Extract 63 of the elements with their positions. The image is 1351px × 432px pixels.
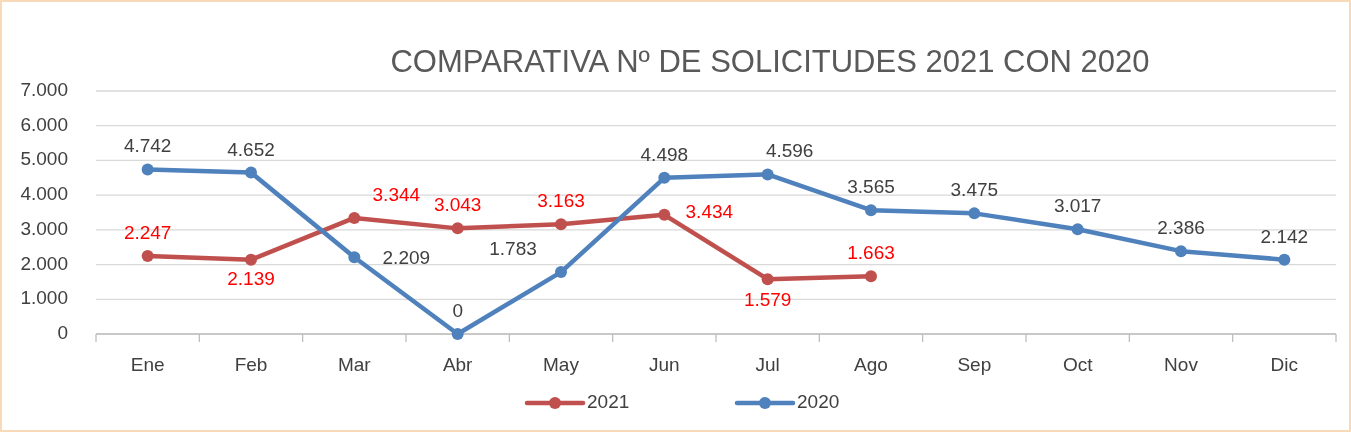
x-tick-label: Jun bbox=[649, 354, 680, 376]
point bbox=[348, 251, 361, 264]
y-tick-label: 2.000 bbox=[20, 252, 68, 274]
data-label: 2.209 bbox=[382, 247, 431, 269]
x-tick-label: Feb bbox=[234, 354, 268, 376]
point bbox=[1071, 223, 1084, 236]
point bbox=[555, 218, 567, 231]
data-label: 3.017 bbox=[1053, 195, 1102, 217]
point bbox=[658, 208, 671, 221]
data-label: 3.163 bbox=[537, 190, 585, 212]
point bbox=[555, 266, 567, 279]
x-tick-label: Oct bbox=[1062, 354, 1094, 376]
point bbox=[658, 171, 671, 184]
data-label: 3.475 bbox=[950, 179, 999, 201]
point bbox=[141, 250, 154, 262]
point bbox=[245, 166, 257, 179]
data-label: 4.596 bbox=[765, 140, 814, 162]
data-label: 2.139 bbox=[227, 267, 275, 289]
y-tick-label: 0 bbox=[57, 322, 68, 344]
data-label: 3.434 bbox=[685, 200, 734, 222]
point bbox=[1278, 253, 1291, 266]
data-label: 2.247 bbox=[123, 222, 172, 244]
x-tick-label: Jul bbox=[755, 354, 780, 376]
point bbox=[245, 253, 257, 266]
point bbox=[761, 168, 774, 181]
legend-label: 2021 bbox=[587, 391, 630, 413]
data-label: 1.783 bbox=[489, 238, 537, 260]
point bbox=[451, 222, 464, 235]
data-label: 0 bbox=[452, 300, 463, 322]
data-label: 4.652 bbox=[227, 138, 275, 160]
x-tick-label: Mar bbox=[337, 354, 372, 376]
x-tick-label: Ene bbox=[130, 354, 165, 376]
data-label: 2.386 bbox=[1157, 217, 1205, 239]
point bbox=[451, 328, 464, 340]
x-tick-label: Ago bbox=[854, 354, 888, 376]
x-tick-label: Abr bbox=[442, 354, 474, 376]
data-label: 3.043 bbox=[433, 194, 482, 216]
x-tick-label: May bbox=[543, 354, 580, 376]
y-tick-label: 5.000 bbox=[20, 148, 68, 170]
y-tick-label: 1.000 bbox=[20, 287, 68, 309]
data-label: 1.579 bbox=[743, 289, 792, 311]
x-tick-label: Nov bbox=[1164, 354, 1199, 376]
data-label: 4.498 bbox=[640, 143, 689, 165]
data-label: 3.344 bbox=[372, 183, 421, 205]
data-label: 2.142 bbox=[1260, 225, 1309, 247]
point bbox=[865, 270, 877, 283]
data-label: 4.742 bbox=[123, 135, 172, 157]
data-label: 3.565 bbox=[847, 176, 895, 198]
point bbox=[1175, 245, 1187, 258]
x-tick-label: Dic bbox=[1270, 354, 1299, 376]
data-label: 1.663 bbox=[847, 242, 895, 264]
legend-label: 2020 bbox=[797, 391, 840, 413]
chart-title: COMPARATIVA Nº DE SOLICITUDES 2021 CON 2020 bbox=[390, 44, 1150, 79]
y-tick-label: 7.000 bbox=[20, 79, 68, 101]
point bbox=[141, 163, 154, 176]
point bbox=[348, 211, 361, 224]
point bbox=[761, 273, 774, 286]
y-tick-label: 4.000 bbox=[20, 183, 68, 205]
point bbox=[968, 207, 981, 220]
y-tick-label: 3.000 bbox=[20, 217, 68, 239]
point bbox=[865, 204, 877, 217]
x-tick-label: Sep bbox=[957, 354, 992, 376]
y-tick-label: 6.000 bbox=[20, 113, 68, 135]
